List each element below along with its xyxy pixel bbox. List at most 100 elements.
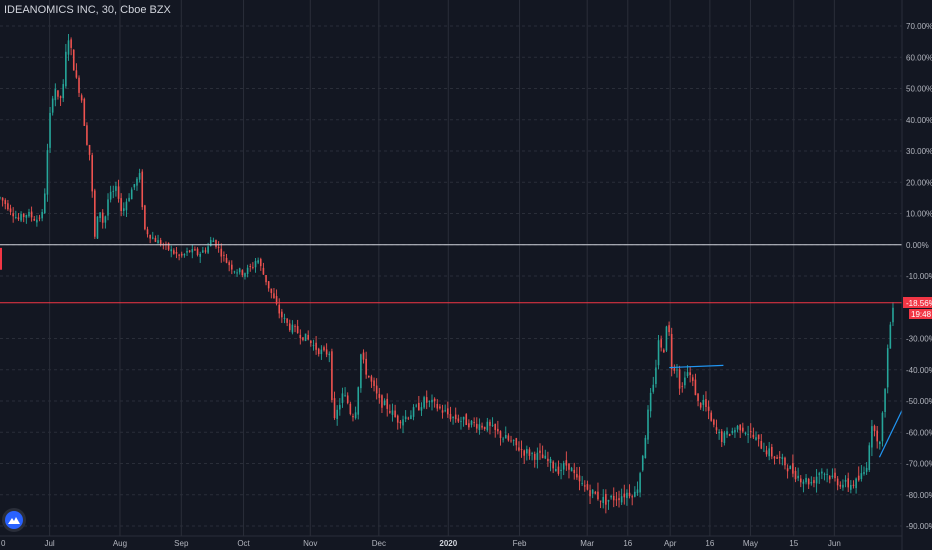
candle-body <box>670 333 673 370</box>
x-tick-label: Feb <box>513 539 527 548</box>
candle-body <box>415 405 417 407</box>
candle-body <box>526 449 528 454</box>
candle-body <box>36 219 38 223</box>
candle-body <box>465 414 468 425</box>
candle-body <box>94 190 96 237</box>
candle-body <box>141 171 144 208</box>
candle-body <box>62 84 65 99</box>
candle-body <box>520 449 523 450</box>
candle-body <box>752 434 755 438</box>
y-tick-label: 60.00% <box>906 53 932 62</box>
candle-body <box>54 89 57 101</box>
candle-body <box>681 386 684 387</box>
time-axis[interactable]: 0 Jul Aug Sep Oct Nov Dec 2020 Feb Mar 16 Apr 16 May 1… <box>1 539 841 548</box>
symbol-title[interactable]: IDEANOMICS INC, 30, Cboe BZX <box>4 4 171 16</box>
candle-body <box>541 454 544 459</box>
x-tick-label: Oct <box>237 539 250 548</box>
candle-body <box>494 423 497 430</box>
candle-body <box>67 40 70 55</box>
candle-body <box>117 186 120 199</box>
chart-logo-icon[interactable] <box>5 511 23 529</box>
candle-body <box>320 349 323 355</box>
candle-body <box>784 457 786 466</box>
candle-body <box>399 421 402 424</box>
candle-body <box>123 208 125 211</box>
candle-body <box>586 484 589 490</box>
candle-body <box>344 395 346 397</box>
candle-body <box>886 348 889 388</box>
candle-body <box>691 377 694 381</box>
candle-body <box>86 125 88 145</box>
trendline[interactable] <box>669 364 724 369</box>
candle-body <box>663 349 665 353</box>
candle-body <box>478 424 481 431</box>
candle-body <box>468 423 470 428</box>
candle-body <box>547 458 549 462</box>
candle-body <box>241 270 244 276</box>
candle-body <box>557 466 560 474</box>
candle-body <box>159 240 162 246</box>
candle-body <box>889 324 892 349</box>
candle-body <box>884 389 886 412</box>
candle-body <box>499 431 502 438</box>
x-tick-label: Jul <box>44 539 54 548</box>
candle-body <box>70 39 72 48</box>
candle-body <box>836 478 839 486</box>
candle-body <box>518 447 520 451</box>
candle-body <box>699 403 702 408</box>
candle-body <box>697 393 699 401</box>
x-tick-label: Sep <box>174 539 189 548</box>
candle-body <box>288 323 291 331</box>
candle-body <box>254 260 257 268</box>
candle-body <box>130 189 133 200</box>
candle-body <box>747 434 749 435</box>
candle-body <box>620 496 623 503</box>
candle-body <box>302 337 304 340</box>
candle-body <box>689 372 691 376</box>
candle-body <box>852 484 855 486</box>
candle-body <box>259 259 262 267</box>
candle-body <box>249 266 252 267</box>
candle-body <box>281 311 283 318</box>
candle-body <box>99 212 101 219</box>
candle-body <box>636 489 639 494</box>
candle-body <box>151 237 154 239</box>
candle-body <box>180 253 183 256</box>
candle-body <box>483 426 486 430</box>
candle-body <box>481 425 483 428</box>
candle-body <box>552 461 554 469</box>
candle-body <box>304 333 307 341</box>
x-tick-label: 16 <box>623 539 632 548</box>
candle-body <box>1 197 4 201</box>
candle-body <box>383 400 386 406</box>
candle-body <box>462 416 465 420</box>
candle-body <box>225 257 228 263</box>
candle-body <box>138 173 141 180</box>
candle-series[interactable] <box>0 33 894 514</box>
countdown-label: 19:48 <box>911 310 932 319</box>
candle-body <box>310 340 312 344</box>
x-tick-label: 0 <box>1 539 6 548</box>
candle-body <box>307 334 309 340</box>
candle-body <box>294 325 296 327</box>
candle-body <box>104 216 107 223</box>
candle-body <box>634 491 636 497</box>
candle-body <box>217 247 220 248</box>
candle-body <box>65 51 67 87</box>
candle-body <box>831 475 834 477</box>
candle-body <box>802 481 805 484</box>
candle-body <box>778 456 781 459</box>
candle-body <box>375 385 378 394</box>
candle-body <box>325 349 328 355</box>
y-tick-label: -80.00% <box>906 491 932 500</box>
candle-body <box>112 191 115 192</box>
candle-body <box>618 498 620 501</box>
trendline[interactable] <box>878 410 903 458</box>
candle-body <box>357 387 360 415</box>
price-axis[interactable]: 70.00% 60.00% 50.00% 40.00% 30.00% 20.00% 10.0… <box>906 22 932 531</box>
candle-body <box>157 240 159 244</box>
candle-body <box>665 326 668 351</box>
candle-body <box>370 376 373 382</box>
candle-body <box>194 249 196 251</box>
